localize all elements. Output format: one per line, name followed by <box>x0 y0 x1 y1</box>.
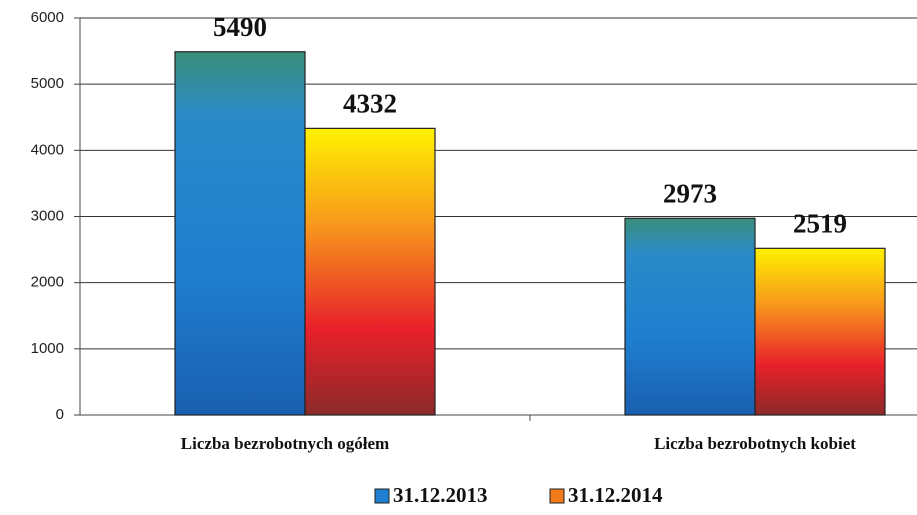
value-label: 2973 <box>663 178 717 208</box>
legend-label: 31.12.2014 <box>568 483 663 507</box>
bar <box>754 247 886 416</box>
x-tick-label: Liczba bezrobotnych ogółem <box>181 434 389 453</box>
y-tick-label: 2000 <box>31 274 64 291</box>
y-tick-label: 5000 <box>31 75 64 92</box>
legend-label: 31.12.2013 <box>393 483 488 507</box>
value-label: 4332 <box>343 89 397 119</box>
value-label: 5490 <box>213 12 267 42</box>
value-label: 2519 <box>793 209 847 239</box>
x-tick-label: Liczba bezrobotnych kobiet <box>654 434 856 453</box>
bar <box>624 217 756 416</box>
y-tick-label: 4000 <box>31 141 64 158</box>
y-tick-label: 6000 <box>31 9 64 26</box>
legend-swatch <box>549 488 565 504</box>
legend-swatch <box>374 488 390 504</box>
bar <box>174 51 306 416</box>
y-tick-label: 1000 <box>31 340 64 357</box>
bar <box>304 127 436 416</box>
y-tick-label: 3000 <box>31 207 64 224</box>
y-tick-label: 0 <box>56 406 64 423</box>
